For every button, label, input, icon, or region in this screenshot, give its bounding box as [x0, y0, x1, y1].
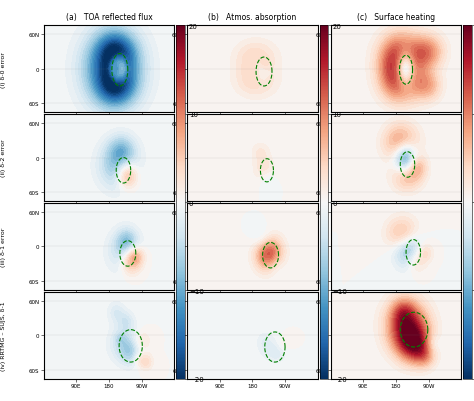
- Text: (ii) δ-2 error: (ii) δ-2 error: [1, 139, 7, 177]
- Text: (c)   Surface heating: (c) Surface heating: [357, 13, 435, 22]
- Text: (a)   TOA reflected flux: (a) TOA reflected flux: [65, 13, 152, 22]
- Text: (iii) δ-1 error: (iii) δ-1 error: [1, 227, 7, 267]
- Text: (b)   Atmos. absorption: (b) Atmos. absorption: [208, 13, 297, 22]
- Text: (iv) RRTMG – SUJS, δ-1: (iv) RRTMG – SUJS, δ-1: [1, 301, 7, 370]
- Text: (i) δ-0 error: (i) δ-0 error: [1, 52, 7, 87]
